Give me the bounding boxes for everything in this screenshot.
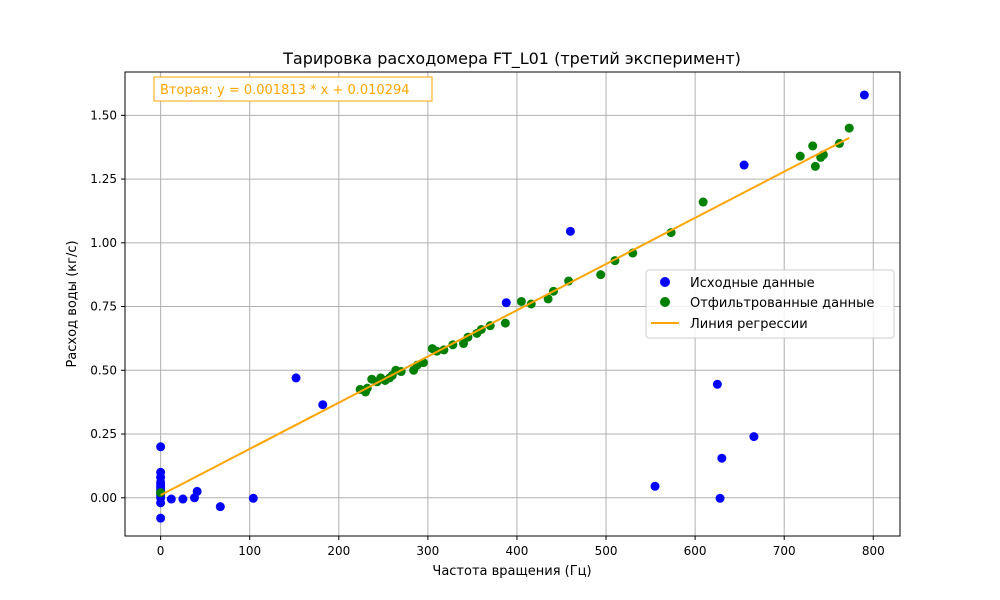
raw-data-point <box>166 494 176 504</box>
equation-box <box>153 76 433 102</box>
x-tick-label: 400 <box>506 544 529 558</box>
legend-label-filtered: Отфильтрованные данные <box>690 296 874 311</box>
raw-data-point <box>248 493 258 503</box>
raw-data-point <box>712 379 722 389</box>
raw-data-point <box>859 90 869 100</box>
filtered-data-point <box>698 197 708 207</box>
x-tick-label: 600 <box>684 544 707 558</box>
y-tick-label: 0.25 <box>90 427 117 441</box>
filtered-data-point <box>459 339 469 349</box>
legend-marker-raw <box>660 277 670 287</box>
y-tick-label: 1.00 <box>90 236 117 250</box>
grid <box>125 72 900 536</box>
y-tick-label: 1.25 <box>90 172 117 186</box>
filtered-data-point <box>795 151 805 161</box>
raw-data-point <box>501 298 511 308</box>
x-axis-label: Частота вращения (Гц) <box>432 564 591 579</box>
filtered-data-point <box>808 141 818 151</box>
equation-annotation: Вторая: y = 0.001813 * x + 0.010294 <box>153 76 433 102</box>
equation-text: Вторая: y = 0.001813 * x + 0.010294 <box>160 83 410 98</box>
legend-label-regression: Линия регрессии <box>690 317 808 332</box>
filtered-data-point <box>500 318 510 328</box>
raw-data-point <box>650 481 660 491</box>
legend-marker-filtered <box>660 297 670 307</box>
filtered-data-point <box>543 294 553 304</box>
filtered-data-point <box>596 270 606 280</box>
y-tick-label: 0.00 <box>90 491 117 505</box>
legend-label-raw: Исходные данные <box>690 276 815 291</box>
raw-data-point <box>156 513 166 523</box>
regression-line <box>160 136 850 497</box>
data-layer <box>156 90 869 523</box>
legend-box <box>645 269 895 339</box>
y-tick-label: 0.75 <box>90 300 117 314</box>
raw-data-point <box>739 160 749 170</box>
filtered-data-point <box>844 123 854 133</box>
x-tick-label: 200 <box>327 544 350 558</box>
raw-data-point <box>156 467 166 477</box>
raw-data-point <box>717 453 727 463</box>
x-axis-ticks: 0 100 200 300 400 500 600 700 800 <box>157 536 885 558</box>
x-tick-label: 800 <box>862 544 885 558</box>
x-tick-label: 500 <box>595 544 618 558</box>
raw-data-point <box>749 432 759 442</box>
raw-data-point <box>178 494 188 504</box>
filtered-data-point <box>810 161 820 171</box>
legend: Исходные данные Отфильтрованные данные Л… <box>645 269 895 339</box>
x-tick-label: 100 <box>238 544 261 558</box>
raw-data-point <box>715 493 725 503</box>
raw-data-point <box>291 373 301 383</box>
chart-title: Тарировка расходомера FT_L01 (третий экс… <box>282 49 741 69</box>
raw-data-point <box>192 486 202 496</box>
y-axis-ticks: 0.00 0.25 0.50 0.75 1.00 1.25 1.50 <box>90 108 125 505</box>
raw-data-point <box>318 400 328 410</box>
y-tick-label: 1.50 <box>90 108 117 122</box>
y-axis-label: Расход воды (кг/с) <box>65 240 80 367</box>
x-tick-label: 300 <box>416 544 439 558</box>
raw-data-point <box>565 226 575 236</box>
x-tick-label: 0 <box>157 544 165 558</box>
raw-data-point <box>215 502 225 512</box>
x-tick-label: 700 <box>773 544 796 558</box>
plot-frame <box>124 71 901 537</box>
raw-data-point <box>156 442 166 452</box>
filtered-data-point <box>516 296 526 306</box>
y-tick-label: 0.50 <box>90 363 117 377</box>
